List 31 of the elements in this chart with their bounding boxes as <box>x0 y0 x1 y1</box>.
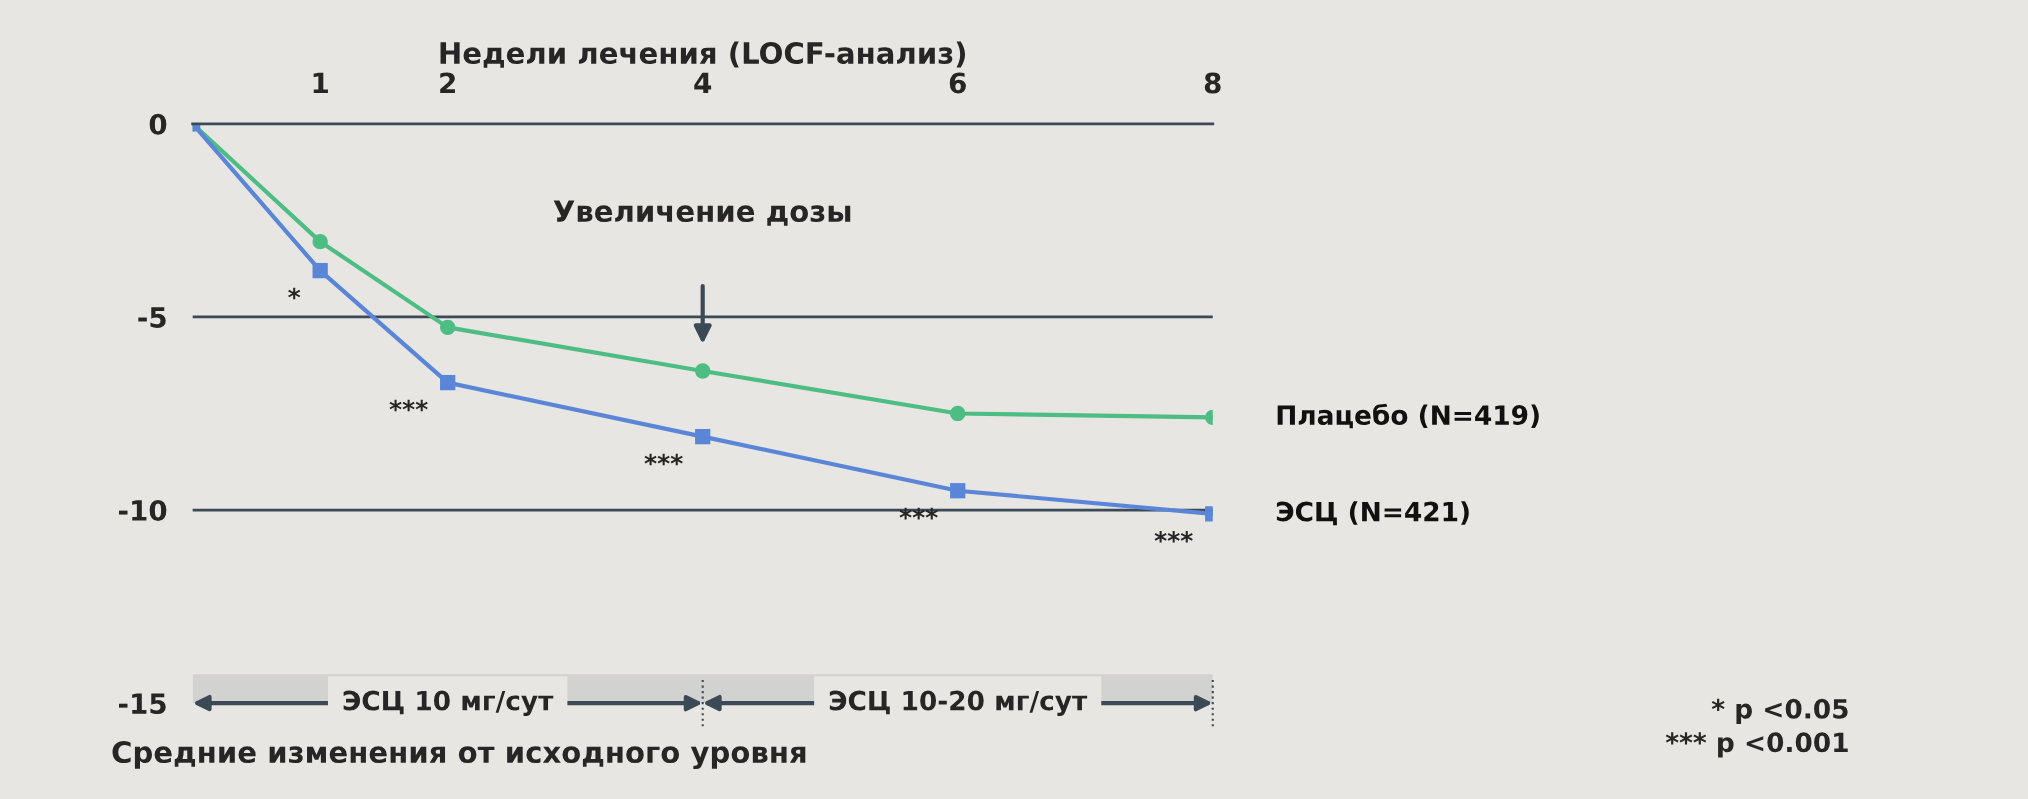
x-axis-title: Недели лечения (LOCF-анализ) <box>440 41 966 68</box>
y-tick-label: -15 <box>118 693 166 715</box>
point <box>312 233 328 250</box>
text: *** p <0.001 <box>1665 732 1848 758</box>
x-tick-label: 2 <box>440 72 455 94</box>
point <box>695 429 711 445</box>
point <box>695 363 711 379</box>
band-label: ЭСЦ 10-20 мг/сут <box>829 690 1088 716</box>
annotation: *** <box>644 453 683 466</box>
point <box>950 483 966 499</box>
x-tick-label: 6 <box>949 72 966 94</box>
point <box>950 405 966 422</box>
point <box>440 319 456 335</box>
point <box>312 262 328 279</box>
annotation: * <box>288 287 301 300</box>
text: * p <0.05 <box>1711 698 1848 724</box>
x-tick-label: 4 <box>694 72 712 94</box>
x-tick-label: 1 <box>313 72 328 94</box>
x-tick-label: 8 <box>1204 72 1221 94</box>
annotation: *** <box>389 399 428 412</box>
annotation: Увеличение дозы <box>553 200 851 226</box>
y-tick-label: 0 <box>149 113 167 135</box>
text: Плацебо (N=419) <box>1277 403 1539 429</box>
text: ЭСЦ (N=421) <box>1276 501 1469 526</box>
y-tick-label: -10 <box>118 499 167 521</box>
point <box>440 374 456 391</box>
band-label: ЭСЦ 10 мг/сут <box>343 690 554 716</box>
y-axis-title: Средние изменения от исходного уровня <box>112 741 806 769</box>
annotation: *** <box>1154 531 1193 543</box>
annotation: *** <box>899 507 938 520</box>
y-tick-label: -5 <box>138 307 166 328</box>
